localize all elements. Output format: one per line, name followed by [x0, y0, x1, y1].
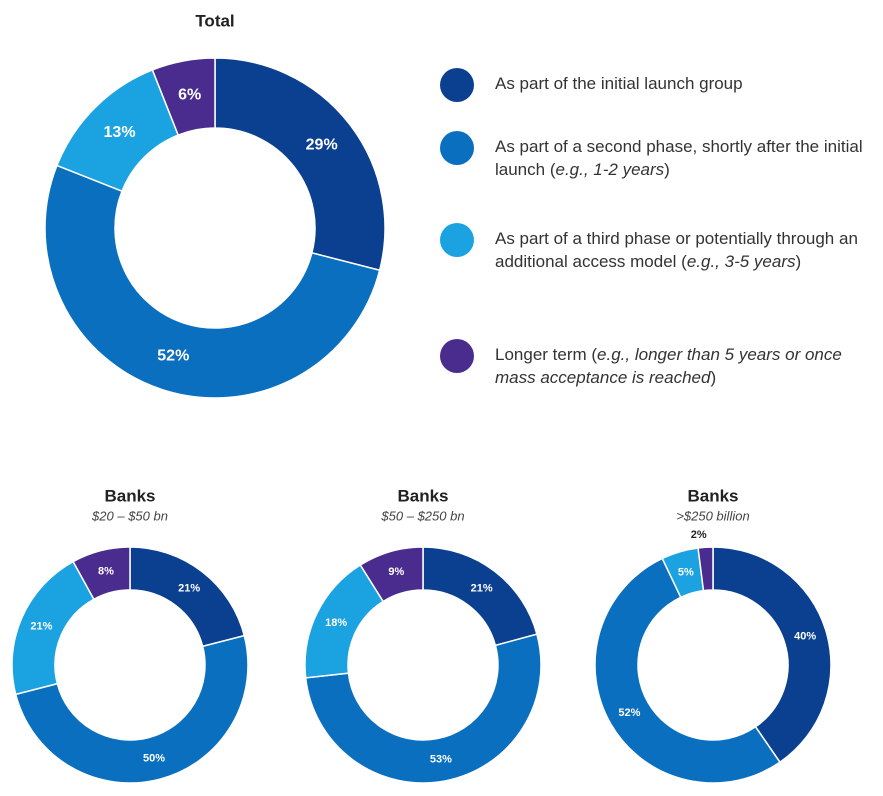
- legend-label: As part of a third phase or potentially …: [495, 229, 858, 271]
- legend-label: As part of the initial launch group: [495, 74, 743, 93]
- donut-segment: [44, 164, 381, 399]
- donut-segment: [712, 546, 832, 764]
- legend-label: Longer term (e.g., longer than 5 years o…: [495, 345, 842, 387]
- data-label: 52%: [157, 348, 189, 365]
- data-label: 5%: [678, 566, 694, 578]
- data-label: 21%: [471, 582, 493, 594]
- donut-segment: [697, 546, 714, 592]
- data-label: 9%: [388, 566, 404, 578]
- chart-title: Total: [195, 11, 234, 30]
- data-label: 53%: [430, 754, 452, 766]
- donut-segment: [359, 546, 424, 603]
- data-label: 29%: [306, 136, 338, 153]
- legend-swatch: [440, 339, 474, 373]
- donut-segment: [151, 57, 216, 136]
- chart-subtitle: $50 – $250 bn: [380, 508, 464, 523]
- chart-subtitle: >$250 billion: [676, 508, 749, 523]
- legend-swatch: [440, 68, 474, 102]
- legend-label: As part of a second phase, shortly after…: [495, 137, 863, 179]
- data-label: 21%: [30, 621, 52, 633]
- legend-swatch: [440, 223, 474, 257]
- data-label: 40%: [794, 630, 816, 642]
- data-label: 13%: [104, 124, 136, 141]
- data-label: 6%: [178, 87, 201, 104]
- donut-segment: [214, 57, 386, 272]
- data-label: 8%: [98, 565, 114, 577]
- donut-segment: [594, 557, 781, 784]
- data-label: 21%: [178, 583, 200, 595]
- chart-title: Banks: [687, 486, 738, 505]
- data-label: 50%: [143, 752, 165, 764]
- legend-swatch: [440, 131, 474, 165]
- donut-segment: [11, 560, 95, 696]
- donut-segment: [422, 546, 538, 647]
- data-label: 52%: [618, 707, 640, 719]
- chart-subtitle: $20 – $50 bn: [91, 508, 168, 523]
- chart-title: Banks: [397, 486, 448, 505]
- data-label: 2%: [691, 529, 707, 541]
- donut-segment: [72, 546, 131, 601]
- donut-segment: [129, 546, 246, 648]
- chart-title: Banks: [104, 486, 155, 505]
- data-label: 18%: [325, 617, 347, 629]
- donut-segment: [304, 633, 542, 784]
- donut-segment: [14, 634, 249, 784]
